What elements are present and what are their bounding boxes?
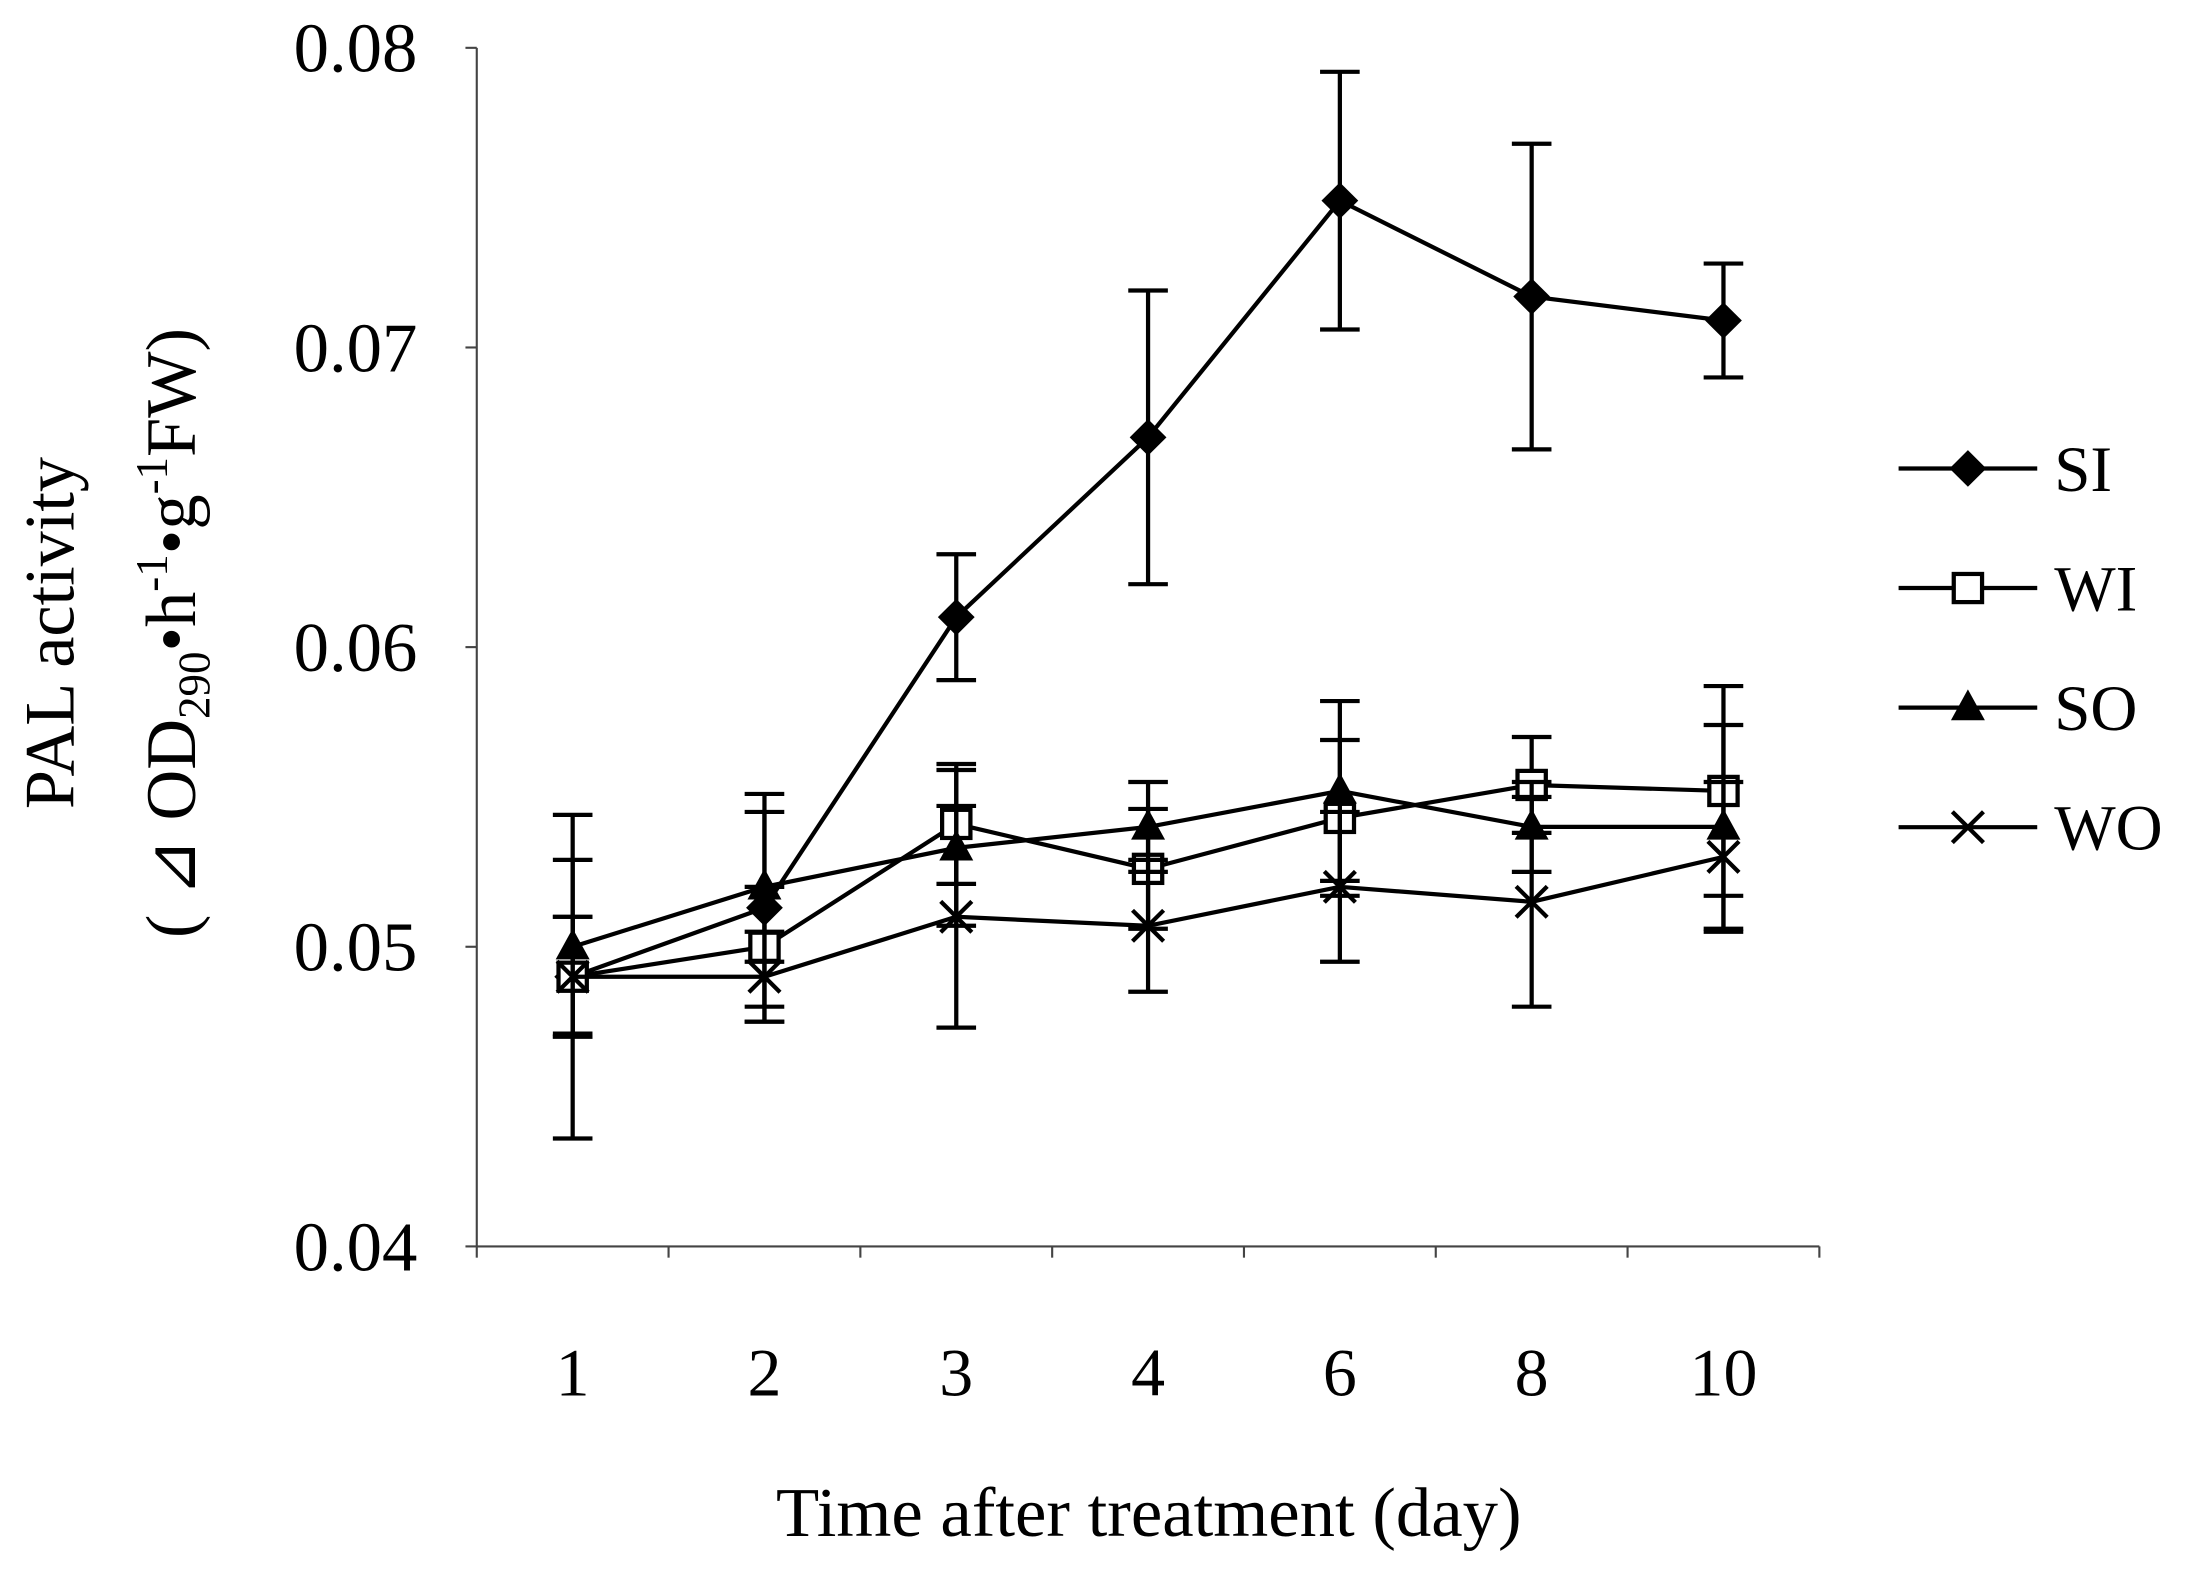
legend-item-so: SO [1898, 673, 2137, 745]
x-tick-label: 2 [747, 1336, 781, 1411]
data-point [1131, 808, 1166, 840]
units-od-sub: 290 [169, 651, 219, 718]
series-wo [552, 779, 1744, 1141]
data-point [1322, 869, 1357, 904]
data-point [747, 959, 782, 994]
units-fw: FW) [133, 328, 211, 457]
legend-label: SO [2054, 673, 2137, 745]
y-axis-units-group: ( ⊿ OD290•h-1•g-1FW) [127, 328, 220, 938]
legend-label: WO [2054, 793, 2162, 865]
x-tick-label: 3 [939, 1336, 973, 1411]
y-axis-ticks: 0.08 0.07 0.06 0.05 0.04 [294, 10, 477, 1286]
data-point [1131, 908, 1166, 943]
y-axis-title: PAL activity [11, 457, 89, 809]
x-axis-ticks: 1 2 3 4 6 8 10 [475, 1246, 1821, 1411]
units-h-sup: -1 [127, 554, 177, 591]
chart-legend: SI WI SO WO [1898, 434, 2163, 865]
legend-item-si: SI [1898, 434, 2112, 506]
units-od: OD [133, 719, 211, 838]
chart-series [552, 69, 1744, 1141]
legend-label: SI [2054, 434, 2112, 506]
y-tick-label: 0.08 [294, 10, 418, 88]
y-tick-label: 0.06 [294, 609, 418, 687]
data-point [1705, 302, 1742, 339]
legend-marker [1951, 571, 1985, 605]
x-axis-title: Time after treatment (day) [776, 1474, 1522, 1552]
x-tick-label: 8 [1515, 1336, 1549, 1411]
y-axis-units: ( ⊿ OD290•h-1•g-1FW) [127, 328, 220, 938]
data-point [937, 598, 975, 636]
data-point [747, 868, 782, 900]
chart-axes [475, 47, 1820, 1248]
legend-marker [1949, 450, 1987, 487]
y-tick-label: 0.04 [294, 1208, 418, 1286]
x-tick-label: 10 [1690, 1336, 1758, 1411]
units-delta: ⊿ [133, 838, 211, 897]
data-point [939, 899, 974, 934]
data-point [1706, 839, 1741, 874]
legend-label: WI [2054, 554, 2137, 626]
x-tick-label: 4 [1131, 1336, 1165, 1411]
data-point [1514, 884, 1549, 919]
y-tick-label: 0.07 [294, 310, 418, 388]
legend-marker [1950, 810, 1985, 845]
data-point [1321, 182, 1359, 219]
units-g: •g [133, 494, 211, 554]
y-axis-title-group: PAL activity [11, 457, 89, 809]
data-point [1322, 772, 1357, 804]
x-tick-label: 6 [1323, 1336, 1357, 1411]
units-open: ( [133, 897, 211, 938]
units-h: •h [133, 592, 211, 652]
legend-item-wo: WO [1898, 793, 2163, 865]
data-point [1513, 278, 1551, 315]
data-point [555, 959, 590, 994]
x-tick-label: 1 [556, 1336, 590, 1411]
y-tick-label: 0.05 [294, 909, 418, 987]
legend-marker [1950, 689, 1985, 721]
units-g-sup: -1 [127, 457, 177, 494]
legend-item-wi: WI [1898, 554, 2137, 626]
